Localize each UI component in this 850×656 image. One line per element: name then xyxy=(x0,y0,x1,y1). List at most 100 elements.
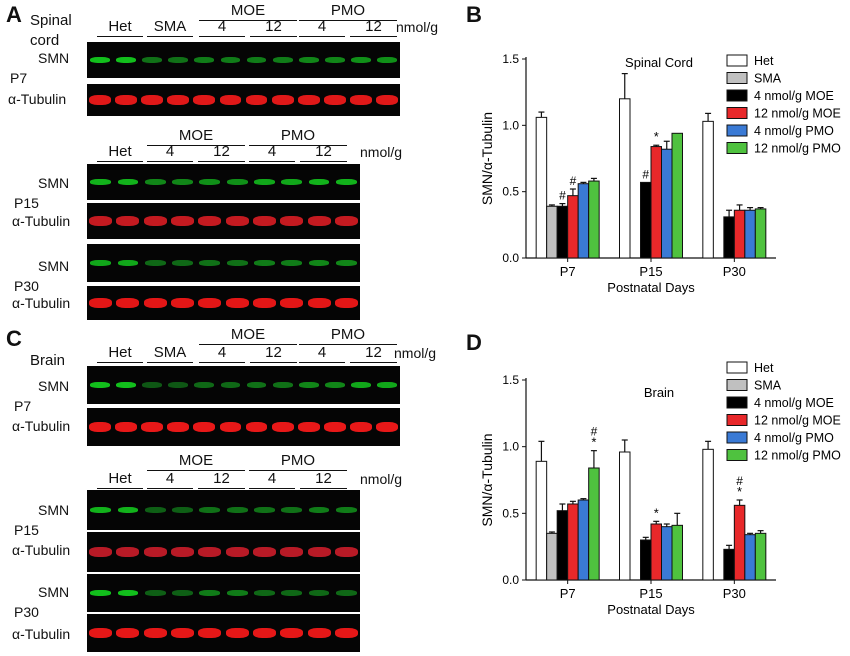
smn-band xyxy=(172,179,193,185)
smn-band xyxy=(168,57,189,63)
bar-het xyxy=(535,116,548,259)
tubulin-row-label: α-Tubulin xyxy=(12,542,71,558)
tubulin-band xyxy=(280,628,304,638)
bar-12-nmol-g-pmo xyxy=(671,524,683,581)
tubulin-band xyxy=(349,422,372,432)
smn-band xyxy=(308,590,330,596)
smn-band xyxy=(254,590,275,596)
tubulin-band xyxy=(167,422,190,432)
tubulin-band xyxy=(141,422,164,432)
tubulin-band xyxy=(280,547,304,557)
unit-label: nmol/g xyxy=(394,345,437,361)
tubulin-band xyxy=(193,422,216,432)
smn-blot-strip xyxy=(87,574,360,612)
smn-band xyxy=(281,260,303,266)
smn-blot-strip xyxy=(87,164,360,200)
smn-band xyxy=(117,507,139,513)
chart-title: Spinal Cord xyxy=(625,55,693,70)
panel-letter-b: B xyxy=(466,2,482,27)
tubulin-band xyxy=(198,628,222,638)
tubulin-row-label: α-Tubulin xyxy=(12,626,71,642)
smn-band xyxy=(281,179,303,185)
bar-12-nmol-g-moe xyxy=(733,209,746,259)
tubulin-band xyxy=(280,298,304,308)
x-tick-label: P7 xyxy=(560,586,576,601)
tubulin-blot-strip xyxy=(87,532,360,572)
tubulin-band xyxy=(334,298,358,308)
bar-12-nmol-g-moe xyxy=(650,523,662,581)
significance-marker: # xyxy=(736,474,743,488)
legend-swatch xyxy=(726,414,748,426)
tubulin-band xyxy=(198,547,222,557)
tubulin-band xyxy=(225,298,249,308)
x-tick-label: P7 xyxy=(560,264,576,279)
supergroup-label: PMO xyxy=(330,326,366,343)
group-underline xyxy=(300,488,347,489)
smn-band xyxy=(194,382,215,388)
bar-4-nmol-g-moe xyxy=(640,181,652,259)
smn-band xyxy=(220,382,241,388)
smn-row-label: SMN xyxy=(38,378,70,394)
tubulin-band xyxy=(143,628,167,638)
tubulin-blot-strip xyxy=(87,286,360,320)
group-label: 12 xyxy=(265,344,282,361)
tubulin-band xyxy=(297,95,320,105)
supergroup-underline xyxy=(199,20,297,21)
smn-band xyxy=(90,260,111,266)
smn-band xyxy=(144,590,166,596)
group-underline xyxy=(199,36,245,37)
legend-label: 12 nmol/g PMO xyxy=(754,142,841,156)
smn-band xyxy=(90,590,111,596)
tubulin-blot-strip xyxy=(87,203,360,239)
smn-band xyxy=(335,179,357,185)
tubulin-band xyxy=(334,216,358,226)
panel-letter-a: A xyxy=(6,2,22,27)
tubulin-band xyxy=(245,95,268,105)
group-underline xyxy=(299,36,345,37)
group-underline xyxy=(198,161,245,162)
bar-4-nmol-g-pmo xyxy=(744,534,756,581)
y-axis-label: SMN/α-Tubulin xyxy=(479,433,495,526)
y-tick-label: 1.0 xyxy=(502,118,519,132)
age-label: P15 xyxy=(14,522,39,538)
x-tick-label: P30 xyxy=(723,586,746,601)
age-label: P15 xyxy=(14,195,39,211)
tissue-label-line1: Spinal xyxy=(30,12,72,29)
bar-chart-spinal-cord: 0.0 0.5 1.0 1.5 SMN/α-Tubulin Spinal Cord P7 P1… xyxy=(479,52,841,295)
significance-marker: # xyxy=(642,167,649,181)
bar-12-nmol-g-pmo xyxy=(588,467,600,581)
bar-het xyxy=(619,451,631,581)
group-label: 12 xyxy=(213,470,230,487)
supergroup-underline xyxy=(147,470,245,471)
tubulin-band xyxy=(115,95,138,105)
tubulin-band xyxy=(271,95,294,105)
smn-band xyxy=(172,260,193,266)
y-tick-label: 1.5 xyxy=(502,373,519,387)
smn-band xyxy=(226,590,248,596)
smn-band xyxy=(116,57,137,63)
group-underline xyxy=(97,36,143,37)
y-tick-label: 0.5 xyxy=(502,506,519,520)
bar-sma xyxy=(546,205,558,259)
tubulin-band xyxy=(89,216,113,226)
group-label: 12 xyxy=(315,470,332,487)
legend-swatch xyxy=(726,72,748,84)
group-label: Het xyxy=(108,344,132,361)
tubulin-band xyxy=(323,95,346,105)
bar-12-nmol-g-moe xyxy=(567,503,579,581)
legend-label: 12 nmol/g MOE xyxy=(754,414,841,428)
smn-band xyxy=(308,260,330,266)
smn-blot-strip xyxy=(87,366,400,404)
legend-label: Het xyxy=(754,361,774,375)
tubulin-band xyxy=(307,298,331,308)
legend-swatch xyxy=(726,361,748,374)
group-label: Het xyxy=(108,470,132,487)
smn-band xyxy=(144,260,166,266)
bar-12-nmol-g-moe xyxy=(650,146,662,259)
unit-label: nmol/g xyxy=(396,19,439,35)
y-tick-label: 0.0 xyxy=(502,251,519,265)
smn-band xyxy=(226,260,248,266)
bar-het xyxy=(535,460,548,581)
smn-band xyxy=(142,57,163,63)
smn-band xyxy=(350,57,371,63)
